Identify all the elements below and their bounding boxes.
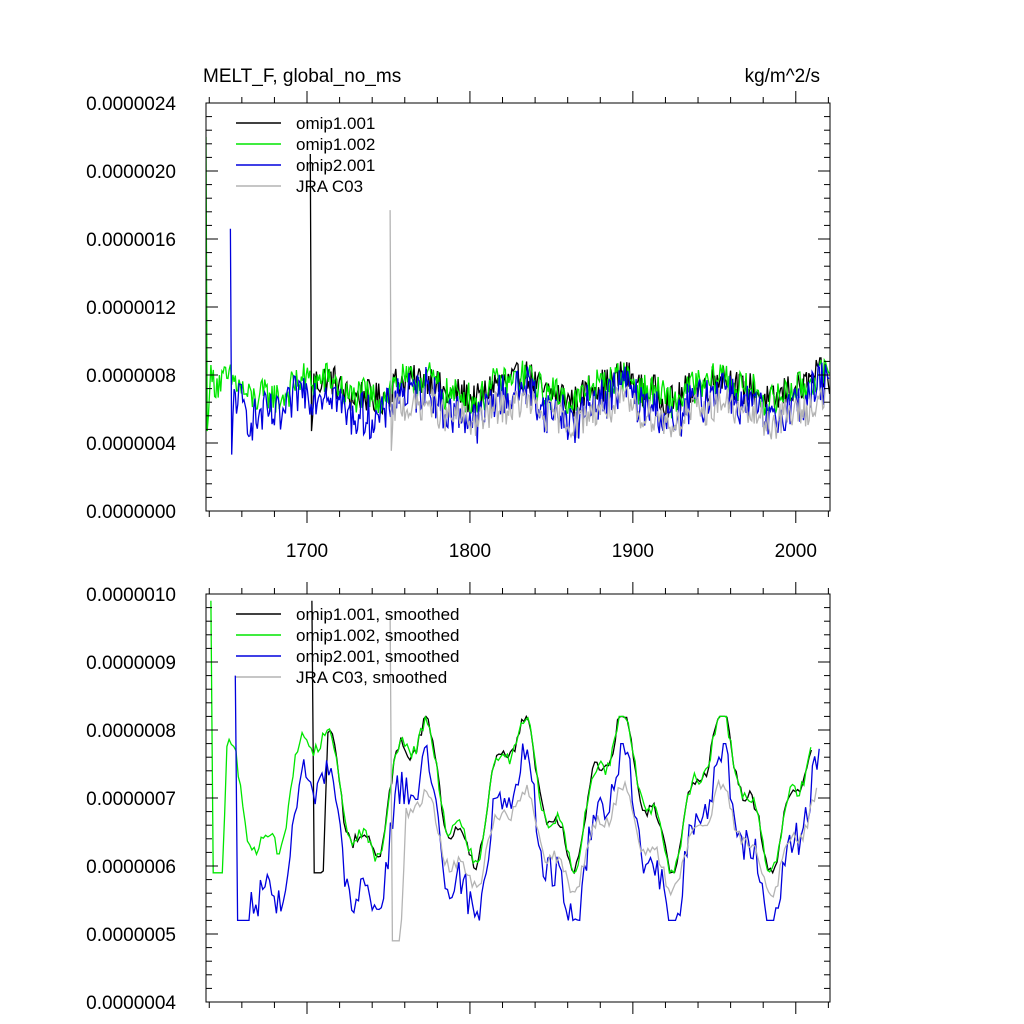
y-tick-label: 0.0000024 xyxy=(86,94,176,115)
legend-label: omip1.002, smoothed xyxy=(296,626,460,645)
chart-title: MELT_F, global_no_ms xyxy=(203,66,401,87)
x-tick-label: 1800 xyxy=(449,541,491,562)
series-lines xyxy=(206,136,830,455)
legend: omip1.001, smoothed omip1.002, smoothed om… xyxy=(236,605,460,687)
y-tick-label: 0.0000020 xyxy=(86,162,176,183)
legend-label: omip2.001 xyxy=(296,156,375,175)
y-tick-label: 0.0000008 xyxy=(86,721,176,742)
series-line-omip2-001 xyxy=(229,228,830,455)
y-tick-label: 0.0000016 xyxy=(86,230,176,251)
y-tick-label: 0.0000009 xyxy=(86,653,176,674)
legend-label: omip1.001, smoothed xyxy=(296,605,460,624)
units-label: kg/m^2/s xyxy=(745,66,820,87)
y-tick-label: 0.0000000 xyxy=(86,502,176,523)
legend-label: omip1.002 xyxy=(296,135,375,154)
y-tick-label: 0.0000012 xyxy=(86,298,176,319)
y-tick-label: 0.0000004 xyxy=(86,434,176,455)
y-tick-label: 0.0000005 xyxy=(86,925,176,946)
x-tick-label: 1900 xyxy=(612,541,654,562)
legend: omip1.001 omip1.002 omip2.001 JRA C03 xyxy=(236,114,375,196)
series-line-jra-c03 xyxy=(389,210,826,451)
legend-label: omip2.001, smoothed xyxy=(296,647,460,666)
top-panel: 0.0000000 0.0000004 0.0000008 0.0000012 0.00… xyxy=(86,91,831,562)
y-tick-label: 0.0000004 xyxy=(86,993,176,1014)
x-tick-label: 2000 xyxy=(775,541,817,562)
legend-label: omip1.001 xyxy=(296,114,375,133)
legend-label: JRA C03, smoothed xyxy=(296,668,447,687)
y-tick-label: 0.0000008 xyxy=(86,366,176,387)
series-line-omip1-001 xyxy=(309,153,830,432)
series-lines xyxy=(210,600,820,942)
bottom-panel: 0.0000004 0.0000005 0.0000006 0.0000007 0.00… xyxy=(86,582,831,1014)
x-tick-label: 1700 xyxy=(286,541,328,562)
series-line-omip2-001-smoothed xyxy=(234,675,820,922)
series-line-jra-c03-smoothed xyxy=(389,614,818,942)
y-tick-label: 0.0000006 xyxy=(86,857,176,878)
series-line-omip1-002-smoothed xyxy=(210,600,812,875)
y-tick-label: 0.0000010 xyxy=(86,585,176,606)
legend-label: JRA C03 xyxy=(296,177,363,196)
y-tick-label: 0.0000007 xyxy=(86,789,176,810)
